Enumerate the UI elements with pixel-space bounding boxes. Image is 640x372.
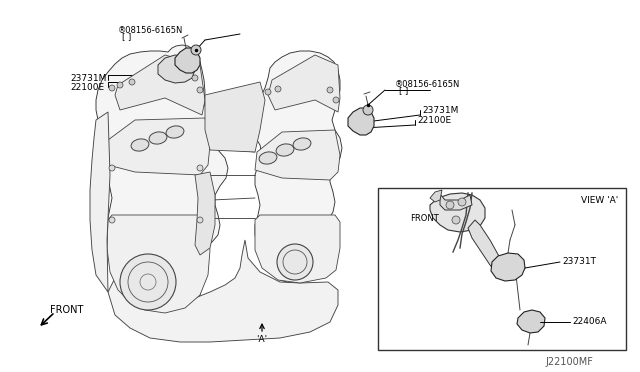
Ellipse shape (293, 138, 311, 150)
Circle shape (120, 254, 176, 310)
Text: FRONT: FRONT (50, 305, 83, 315)
Circle shape (109, 165, 115, 171)
Polygon shape (108, 240, 338, 342)
Ellipse shape (149, 132, 167, 144)
Circle shape (277, 244, 313, 280)
Circle shape (446, 201, 454, 209)
Polygon shape (115, 55, 205, 115)
Circle shape (109, 217, 115, 223)
Text: 'A': 'A' (257, 336, 268, 344)
Polygon shape (430, 190, 442, 202)
Polygon shape (348, 108, 374, 135)
Polygon shape (252, 51, 342, 283)
Text: ®08156-6165N: ®08156-6165N (118, 26, 184, 35)
Circle shape (363, 105, 373, 115)
Ellipse shape (276, 144, 294, 156)
Circle shape (109, 85, 115, 91)
Circle shape (458, 198, 466, 206)
Polygon shape (468, 220, 505, 275)
Polygon shape (268, 55, 340, 112)
Polygon shape (255, 215, 340, 283)
Text: 22100E: 22100E (417, 115, 451, 125)
Polygon shape (440, 194, 472, 210)
Bar (378, 188, 626, 350)
Polygon shape (90, 112, 110, 292)
Text: 23731T: 23731T (562, 257, 596, 266)
Circle shape (327, 87, 333, 93)
Circle shape (452, 216, 460, 224)
Circle shape (117, 82, 123, 88)
Text: [ ]: [ ] (122, 32, 131, 42)
Ellipse shape (259, 152, 277, 164)
Ellipse shape (131, 139, 149, 151)
Polygon shape (108, 118, 210, 175)
Circle shape (191, 45, 201, 55)
Polygon shape (158, 55, 195, 83)
Circle shape (197, 165, 203, 171)
Text: FRONT: FRONT (410, 214, 439, 222)
Circle shape (129, 79, 135, 85)
Text: [ ]: [ ] (399, 87, 408, 96)
Circle shape (265, 89, 271, 95)
Polygon shape (175, 48, 200, 73)
Text: VIEW 'A': VIEW 'A' (580, 196, 618, 205)
Ellipse shape (166, 126, 184, 138)
Circle shape (333, 97, 339, 103)
Circle shape (197, 217, 203, 223)
Circle shape (197, 87, 203, 93)
Polygon shape (107, 215, 210, 313)
Text: 23731M: 23731M (70, 74, 106, 83)
Text: 23731M: 23731M (422, 106, 458, 115)
Circle shape (275, 86, 281, 92)
Text: 22406A: 22406A (572, 317, 607, 327)
Polygon shape (96, 45, 228, 314)
Polygon shape (195, 172, 215, 255)
Polygon shape (430, 193, 485, 232)
Polygon shape (491, 253, 525, 281)
Text: 22100E: 22100E (70, 83, 104, 92)
Polygon shape (205, 82, 265, 152)
Text: ®08156-6165N: ®08156-6165N (395, 80, 460, 89)
Polygon shape (517, 310, 545, 333)
Circle shape (192, 75, 198, 81)
Text: J22100MF: J22100MF (545, 357, 593, 367)
Polygon shape (255, 130, 340, 180)
